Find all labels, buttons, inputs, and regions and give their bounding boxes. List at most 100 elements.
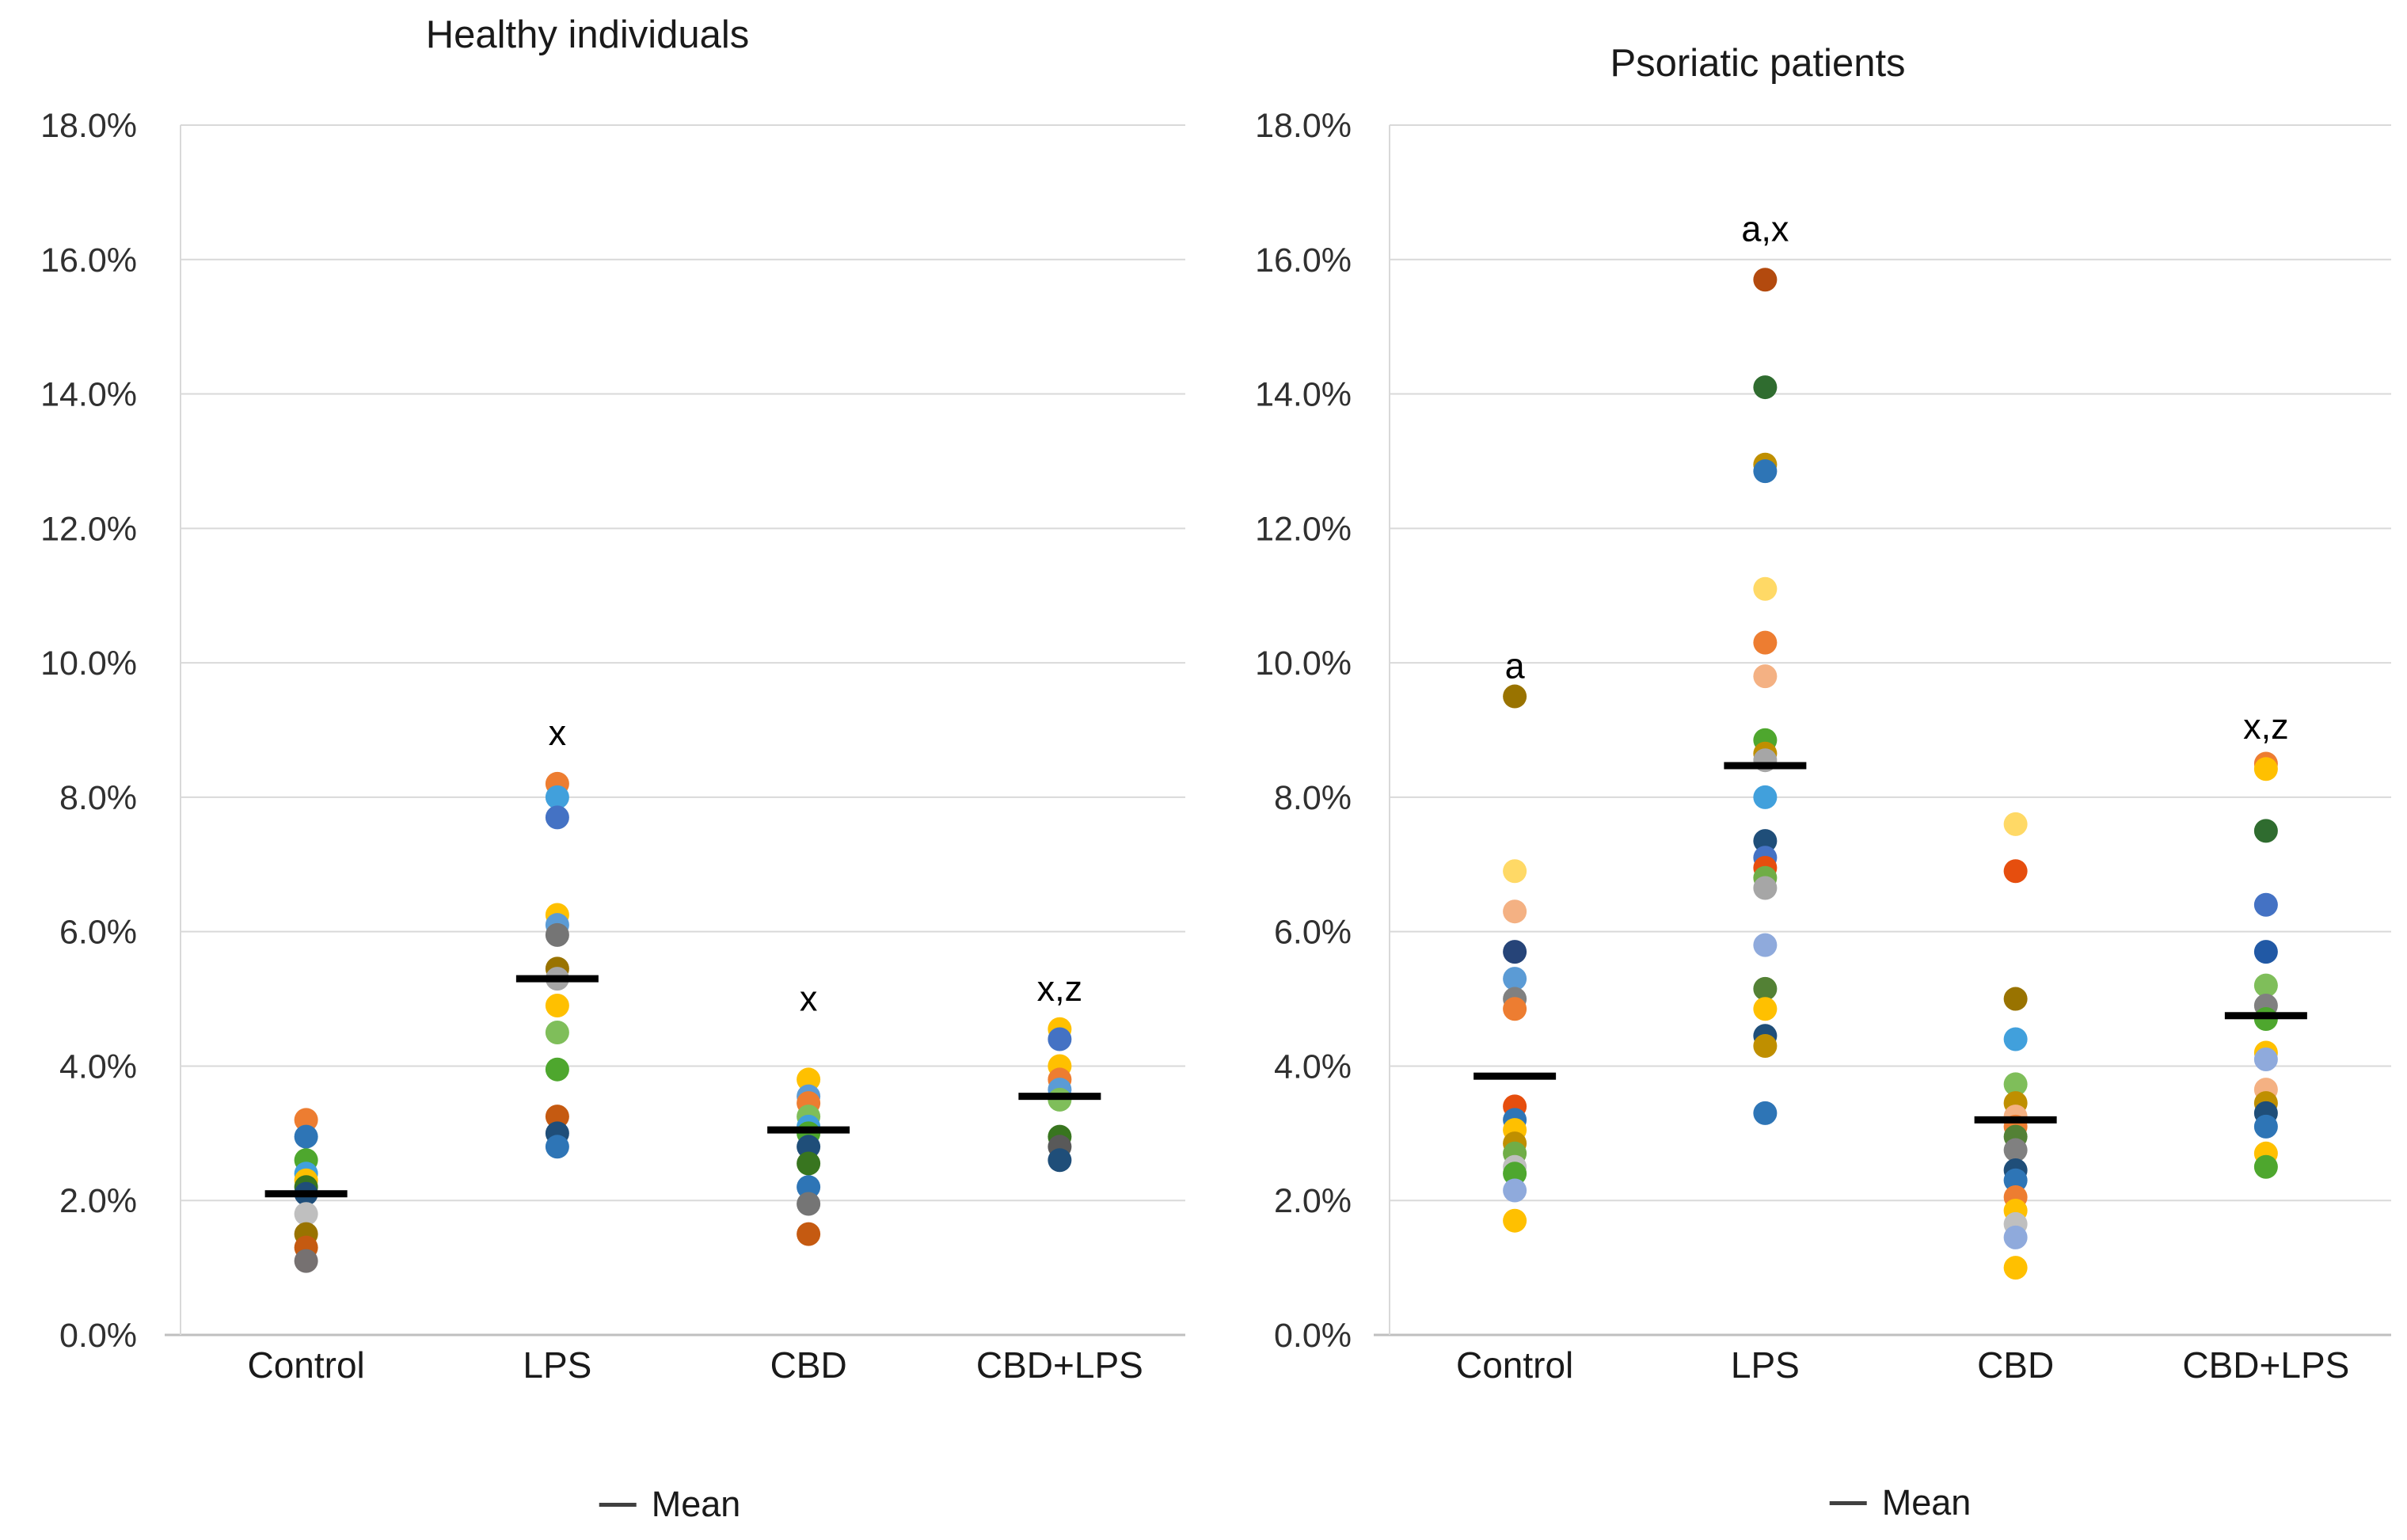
data-point: [294, 1108, 318, 1132]
mean-dash: [1018, 1093, 1101, 1101]
legend-healthy: Mean: [599, 1484, 741, 1525]
data-point: [2003, 1072, 2028, 1097]
significance-annotation: x: [800, 979, 818, 1019]
data-point: [1503, 1208, 1527, 1233]
data-point: [1753, 997, 1778, 1021]
legend-label: Mean: [1881, 1482, 1972, 1523]
data-point: [2253, 892, 2278, 917]
y-tick-label: 18.0%: [40, 107, 137, 145]
y-tick-label: 10.0%: [1255, 645, 1352, 683]
panel-psoriatic: 0.0% 2.0% 4.0% 6.0% 8.0% 10.0% 12.0% 14.0% 16.0%…: [1204, 0, 2407, 1540]
data-point: [545, 1135, 569, 1159]
y-tick-label: 14.0%: [40, 376, 137, 414]
mean-dash: [1724, 762, 1807, 770]
mean-dash: [264, 1190, 348, 1198]
data-point: [1503, 899, 1527, 924]
mean-dash: [2224, 1012, 2307, 1020]
data-point: [1503, 684, 1527, 709]
x-category-label: Control: [247, 1344, 364, 1386]
y-tick-label: 2.0%: [1274, 1182, 1352, 1220]
data-point: [1753, 976, 1778, 1001]
significance-annotation: a,x: [1741, 209, 1789, 249]
data-point: [2253, 757, 2278, 781]
data-point: [545, 805, 569, 830]
data-point: [2253, 973, 2278, 998]
data-point: [1753, 1101, 1778, 1125]
data-point: [1753, 375, 1778, 400]
data-point: [1048, 1027, 1072, 1051]
data-point: [2003, 987, 2028, 1011]
data-point: [2253, 819, 2278, 843]
x-category-label: CBD+LPS: [976, 1344, 1143, 1386]
data-point: [1753, 1033, 1778, 1058]
x-category-label: LPS: [1731, 1344, 1800, 1386]
y-tick-label: 16.0%: [40, 241, 137, 279]
significance-annotation: x,z: [1037, 968, 1083, 1009]
data-point: [294, 1202, 318, 1226]
data-point: [2003, 1138, 2028, 1162]
x-category-label: CBD+LPS: [2182, 1344, 2349, 1386]
data-point: [2253, 1114, 2278, 1139]
data-point: [1753, 268, 1778, 292]
data-point: [797, 1151, 821, 1176]
significance-annotation: x: [549, 713, 567, 753]
data-point: [545, 994, 569, 1018]
y-tick-label: 0.0%: [1274, 1317, 1352, 1355]
data-point: [1503, 940, 1527, 964]
x-category-label: LPS: [523, 1344, 591, 1386]
data-point: [797, 1222, 821, 1246]
data-point: [1503, 1178, 1527, 1203]
data-point: [294, 1249, 318, 1273]
chart-svg-1: 0.0% 2.0% 4.0% 6.0% 8.0% 10.0% 12.0% 14.0% 16.0%…: [1255, 107, 2391, 1386]
x-category-label: CBD: [770, 1344, 847, 1386]
y-tick-label: 0.0%: [59, 1317, 137, 1355]
data-point: [2003, 1027, 2028, 1051]
data-point: [1503, 1162, 1527, 1186]
data-point: [2003, 1256, 2028, 1280]
significance-annotation: a: [1505, 645, 1526, 686]
data-point: [797, 1175, 821, 1200]
y-tick-label: 12.0%: [1255, 510, 1352, 548]
legend-label: Mean: [651, 1484, 741, 1524]
data-point: [2003, 812, 2028, 836]
data-point: [1753, 459, 1778, 484]
y-tick-label: 4.0%: [1274, 1048, 1352, 1086]
data-point: [1753, 630, 1778, 655]
data-point: [545, 1105, 569, 1129]
panel-title-healthy: Healthy individuals: [425, 13, 750, 56]
y-tick-label: 18.0%: [1255, 107, 1352, 145]
data-point: [1753, 933, 1778, 957]
panel-title-psoriatic: Psoriatic patients: [1610, 42, 1906, 85]
y-tick-label: 2.0%: [59, 1182, 137, 1220]
data-point: [797, 1192, 821, 1216]
y-tick-label: 10.0%: [40, 645, 137, 683]
data-point: [2003, 1168, 2028, 1192]
x-category-label: Control: [1456, 1344, 1573, 1386]
mean-dash: [767, 1126, 850, 1134]
data-point: [2253, 1154, 2278, 1179]
data-point: [1753, 876, 1778, 900]
y-tick-label: 8.0%: [1274, 779, 1352, 817]
y-tick-label: 6.0%: [59, 914, 137, 952]
data-point: [1503, 967, 1527, 991]
y-tick-label: 8.0%: [59, 779, 137, 817]
chart-svg-0: 0.0% 2.0% 4.0% 6.0% 8.0% 10.0% 12.0% 14.0% 16.0%…: [40, 107, 1185, 1386]
data-point: [2003, 859, 2028, 884]
y-tick-label: 12.0%: [40, 510, 137, 548]
data-point: [1503, 997, 1527, 1021]
data-point: [294, 1124, 318, 1149]
mean-dash-legend-icon: [599, 1502, 637, 1507]
data-point: [545, 922, 569, 947]
panel-healthy: 0.0% 2.0% 4.0% 6.0% 8.0% 10.0% 12.0% 14.0% 16.0%…: [40, 13, 1185, 1525]
mean-dash-legend-icon: [1829, 1500, 1867, 1505]
data-point: [545, 1057, 569, 1082]
data-point: [1048, 1148, 1072, 1173]
data-point: [2253, 1047, 2278, 1071]
data-point: [797, 1067, 821, 1092]
y-tick-label: 6.0%: [1274, 914, 1352, 952]
data-point: [1753, 829, 1778, 854]
data-point: [545, 1021, 569, 1044]
data-point: [1753, 664, 1778, 689]
mean-dash: [1974, 1116, 2057, 1124]
data-point: [797, 1135, 821, 1159]
